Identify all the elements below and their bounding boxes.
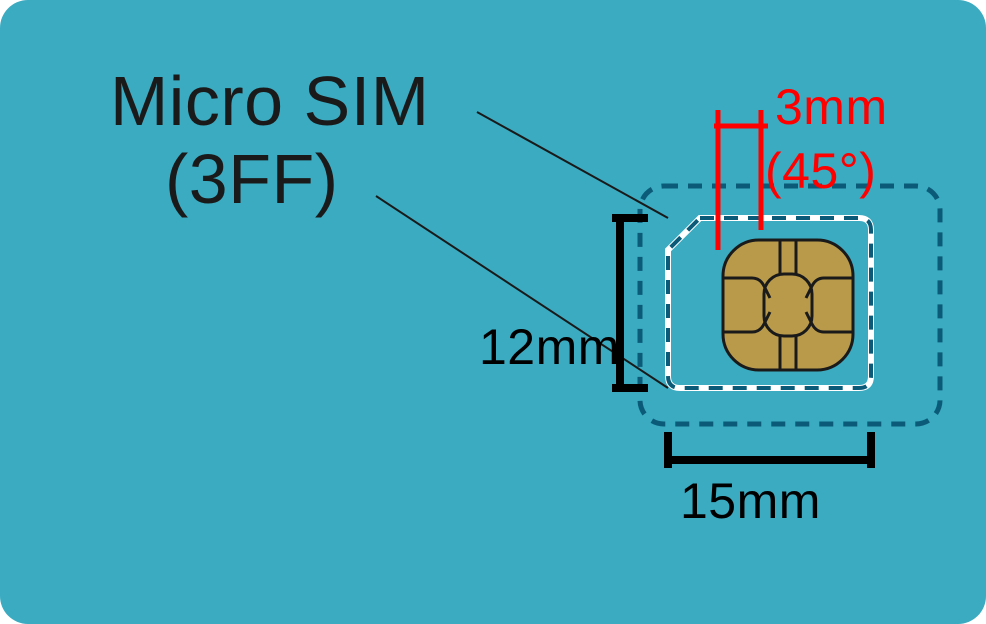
cut-bracket	[714, 110, 768, 250]
cut-mm-label: 3mm	[775, 78, 888, 136]
cut-angle-label: (45°)	[765, 142, 876, 200]
height-label: 12mm	[479, 318, 620, 376]
width-label: 15mm	[680, 472, 821, 530]
width-bracket	[668, 432, 871, 468]
